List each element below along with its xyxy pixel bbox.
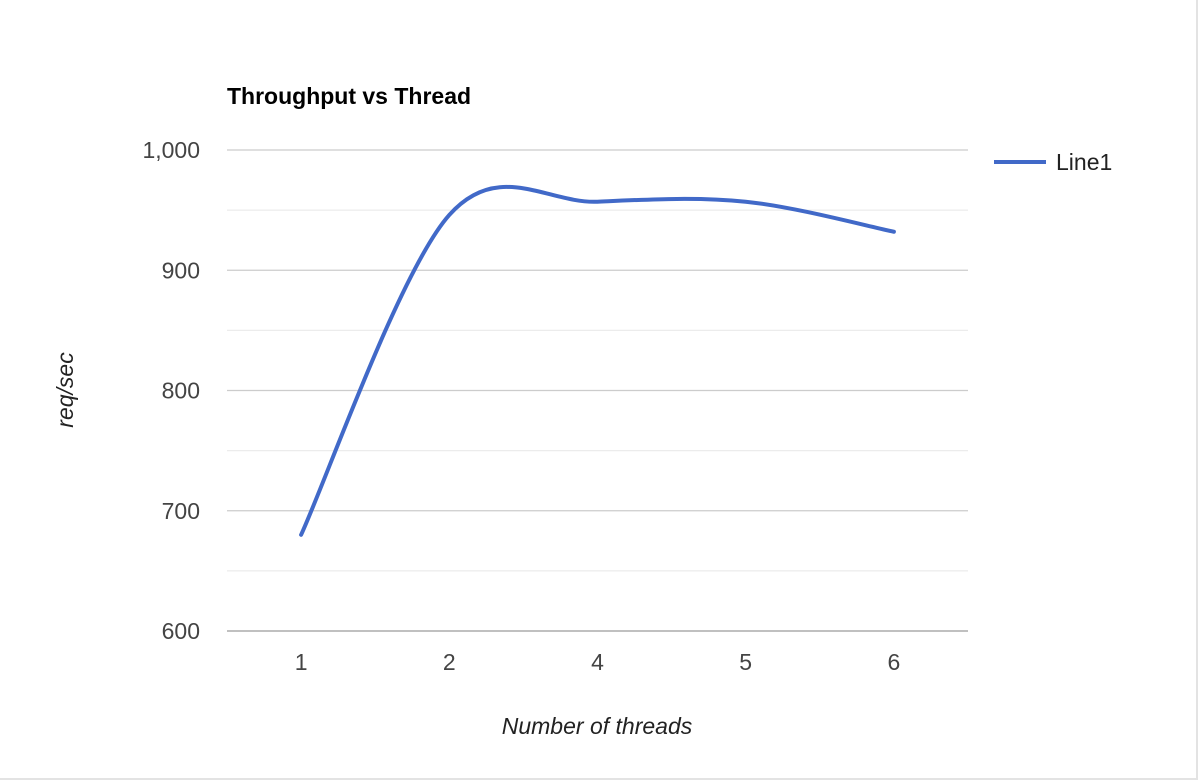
y-axis-label: req/sec [52,352,78,428]
series-lines [299,185,896,537]
legend-label: Line1 [1056,149,1112,175]
y-axis-ticks: 600 700 800 900 1,000 [142,137,200,644]
legend[interactable]: Line1 [994,149,1112,175]
x-tick-label: 5 [739,649,752,675]
y-tick-label: 600 [162,618,200,644]
x-tick-label: 4 [591,649,604,675]
x-axis-ticks: 1 2 4 5 6 [295,649,901,675]
y-tick-label: 900 [162,257,200,283]
x-tick-label: 1 [295,649,308,675]
gridlines [227,149,968,632]
series-line-line1[interactable] [299,185,896,537]
x-tick-label: 6 [888,649,901,675]
y-tick-label: 800 [162,378,200,404]
y-tick-label: 1,000 [142,137,200,163]
x-axis-label: Number of threads [502,713,693,739]
chart-title: Throughput vs Thread [227,83,471,109]
x-tick-label: 2 [443,649,456,675]
y-tick-label: 700 [162,498,200,524]
